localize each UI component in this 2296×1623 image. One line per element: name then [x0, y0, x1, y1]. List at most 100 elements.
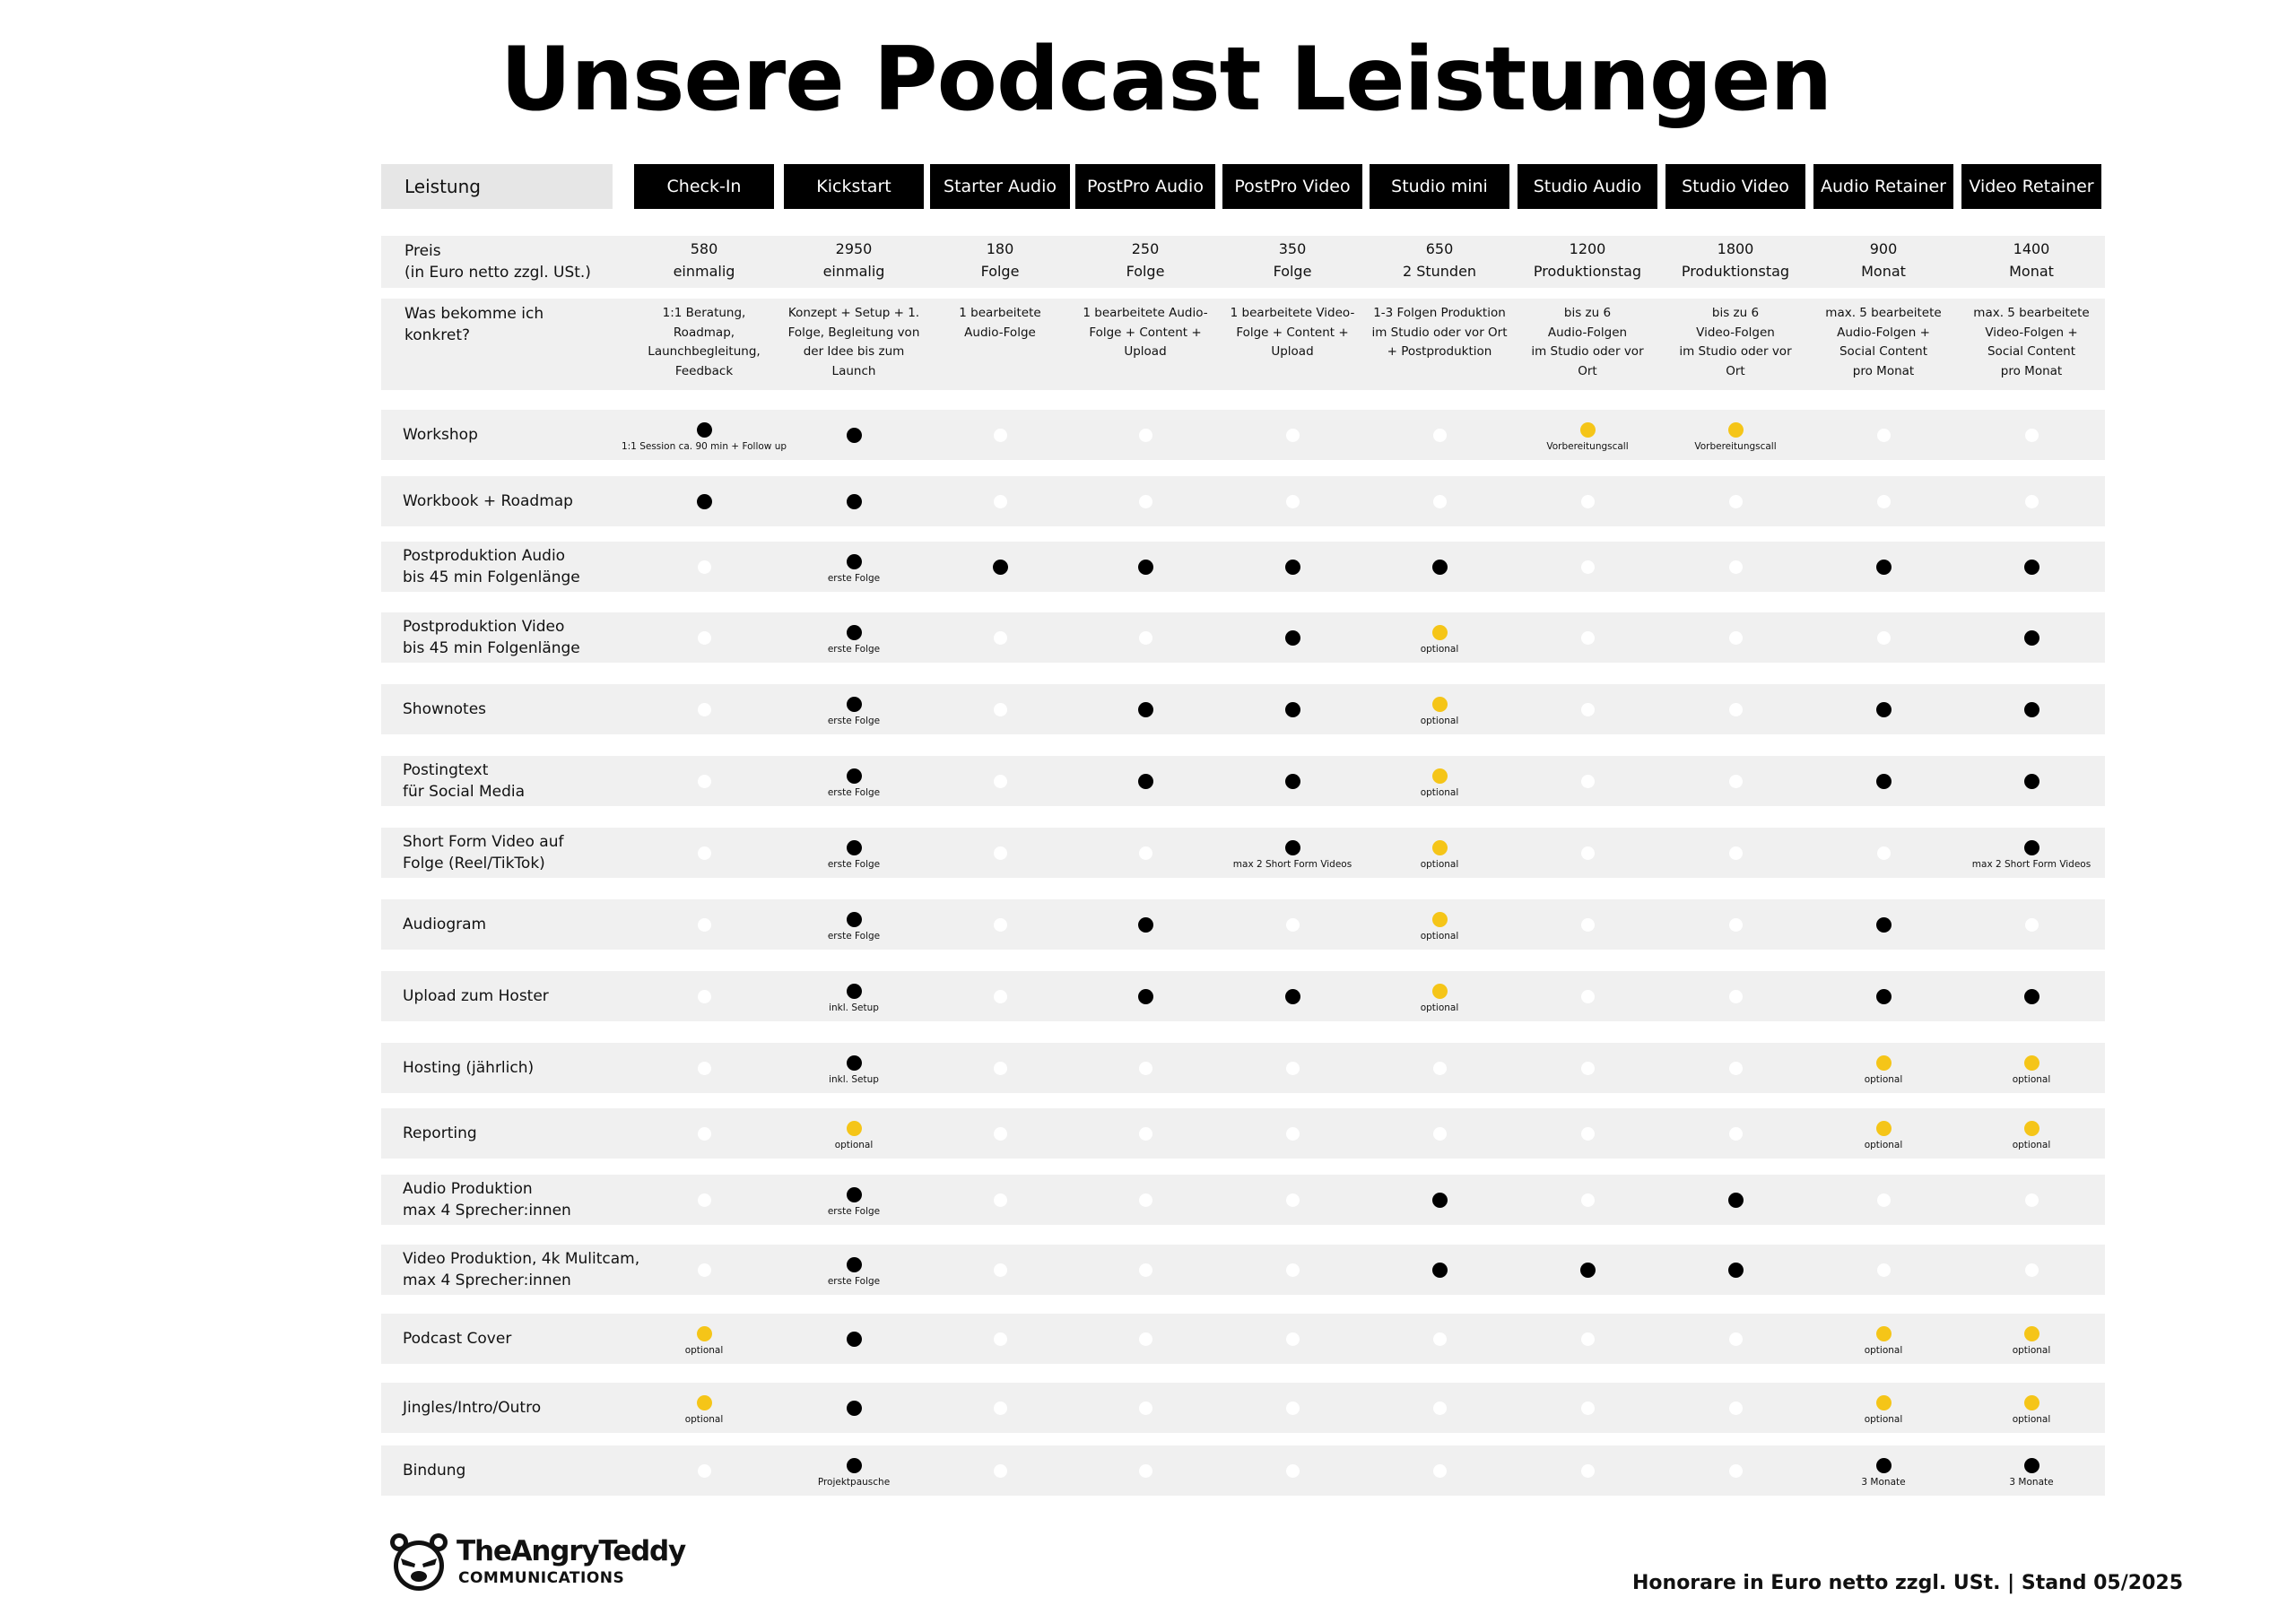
price-amount: 2950	[835, 240, 873, 257]
not-included-dot	[1876, 846, 1891, 860]
feature-row	[381, 410, 2105, 460]
cell-note: optional	[1420, 1002, 1459, 1013]
feature-label: Short Form Video auf Folge (Reel/TikTok)	[403, 833, 564, 872]
included-dot	[846, 1055, 862, 1071]
not-included-dot	[1138, 1463, 1152, 1478]
not-included-dot	[1432, 1126, 1447, 1141]
optional-dot	[1431, 839, 1448, 855]
package-header: Audio Retainer	[1813, 164, 1953, 209]
not-included-dot	[1285, 1061, 1300, 1075]
cell-note: optional	[2012, 1414, 2051, 1425]
not-included-dot	[1876, 1263, 1891, 1277]
package-description: 1:1 Beratung, Roadmap, Launchbegleitung,…	[648, 306, 761, 378]
not-included-dot	[1876, 494, 1891, 508]
optional-dot	[1431, 768, 1448, 784]
included-dot	[1875, 988, 1892, 1004]
not-included-dot	[1580, 917, 1595, 932]
included-dot	[696, 421, 712, 438]
not-included-dot	[1285, 1193, 1300, 1207]
included-dot	[846, 1256, 862, 1272]
feature-row	[381, 899, 2105, 950]
not-included-dot	[697, 1193, 711, 1207]
price-row-label: Preis (in Euro netto zzgl. USt.)	[404, 242, 591, 282]
not-included-dot	[993, 494, 1007, 508]
price-amount: 580	[690, 240, 718, 257]
cell-note: max 2 Short Form Videos	[1232, 859, 1352, 870]
included-dot	[846, 983, 862, 999]
feature-row	[381, 971, 2105, 1021]
feature-row	[381, 1245, 2105, 1295]
optional-dot	[2023, 1325, 2039, 1341]
feature-row	[381, 612, 2105, 663]
not-included-dot	[993, 1263, 1007, 1277]
included-dot	[846, 553, 862, 569]
included-dot	[1137, 916, 1153, 933]
cell-note: Vorbereitungscall	[1694, 441, 1777, 452]
header-label: Leistung	[381, 164, 613, 209]
cell-note: erste Folge	[827, 716, 881, 726]
not-included-dot	[1580, 1061, 1595, 1075]
cell-note: erste Folge	[827, 859, 881, 870]
optional-dot	[1431, 911, 1448, 927]
cell-note: Projektpausche	[817, 1477, 891, 1488]
not-included-dot	[1580, 630, 1595, 645]
not-included-dot	[993, 428, 1007, 442]
feature-row	[381, 542, 2105, 592]
not-included-dot	[993, 917, 1007, 932]
cell-note: optional	[1420, 716, 1459, 726]
included-dot	[1875, 916, 1892, 933]
included-dot	[1431, 1262, 1448, 1278]
included-dot	[2023, 839, 2039, 855]
not-included-dot	[1432, 494, 1447, 508]
cell-note: optional	[2012, 1345, 2051, 1356]
included-dot	[1137, 559, 1153, 575]
included-dot	[2023, 701, 2039, 717]
included-dot	[1727, 1192, 1744, 1208]
cell-note: optional	[684, 1345, 724, 1356]
not-included-dot	[993, 1061, 1007, 1075]
not-included-dot	[1580, 1193, 1595, 1207]
feature-row	[381, 828, 2105, 878]
price-amount: 1400	[2013, 240, 2050, 257]
package-header: PostPro Video	[1222, 164, 1362, 209]
cell-note: inkl. Setup	[829, 1002, 879, 1013]
price-unit: Monat	[2009, 263, 2054, 280]
not-included-dot	[993, 1463, 1007, 1478]
feature-label: Postproduktion Video bis 45 min Folgenlä…	[403, 618, 580, 657]
feature-label: Workshop	[403, 426, 478, 444]
cell-note: erste Folge	[827, 787, 881, 798]
included-dot	[2023, 988, 2039, 1004]
optional-dot	[1875, 1325, 1892, 1341]
not-included-dot	[1285, 1401, 1300, 1415]
price-unit: 2 Stunden	[1402, 263, 1477, 280]
included-dot	[696, 493, 712, 509]
package-description: 1 bearbeitete Video- Folge + Content + U…	[1230, 306, 1355, 359]
cell-note: optional	[1864, 1140, 1903, 1150]
optional-dot	[1579, 421, 1596, 438]
not-included-dot	[1728, 846, 1743, 860]
not-included-dot	[697, 560, 711, 574]
included-dot	[1875, 559, 1892, 575]
feature-label: Upload zum Hoster	[403, 987, 549, 1005]
not-included-dot	[1285, 917, 1300, 932]
cell-note: erste Folge	[827, 644, 881, 655]
included-dot	[846, 1186, 862, 1202]
not-included-dot	[993, 1332, 1007, 1346]
package-header: Studio mini	[1370, 164, 1509, 209]
not-included-dot	[1580, 1126, 1595, 1141]
feature-row	[381, 684, 2105, 734]
cell-note: optional	[684, 1414, 724, 1425]
not-included-dot	[1580, 1401, 1595, 1415]
not-included-dot	[1138, 630, 1152, 645]
included-dot	[1284, 629, 1300, 646]
included-dot	[1875, 1457, 1892, 1473]
feature-label: Postingtext für Social Media	[403, 761, 526, 801]
optional-dot	[1431, 983, 1448, 999]
not-included-dot	[2024, 917, 2039, 932]
included-dot	[2023, 559, 2039, 575]
not-included-dot	[1728, 494, 1743, 508]
included-dot	[2023, 629, 2039, 646]
included-dot	[1284, 988, 1300, 1004]
logo-name: TheAngryTeddy	[457, 1535, 686, 1567]
not-included-dot	[1138, 1401, 1152, 1415]
